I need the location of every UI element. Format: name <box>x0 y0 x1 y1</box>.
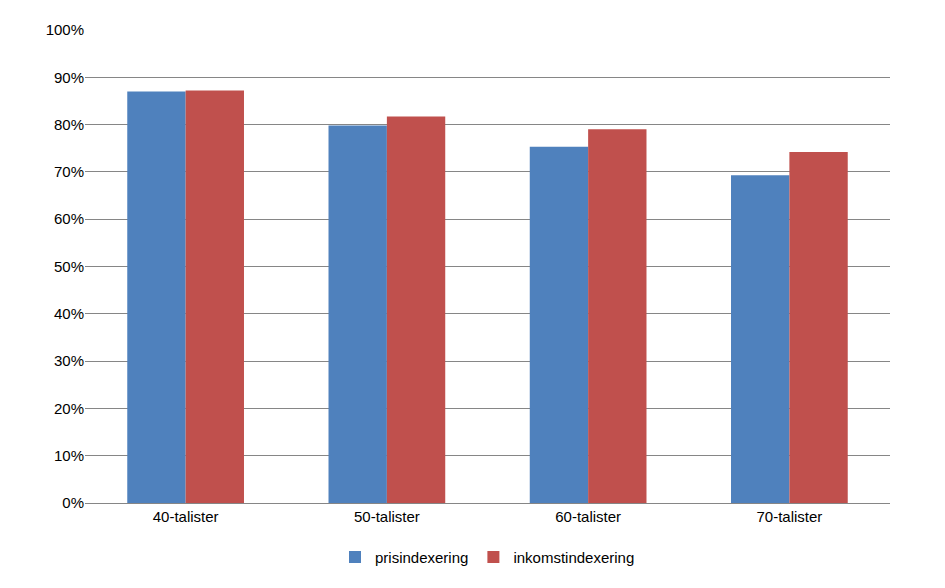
svg-text:40%: 40% <box>54 305 84 322</box>
svg-text:100%: 100% <box>46 21 84 38</box>
svg-text:60-talister: 60-talister <box>555 508 621 525</box>
svg-text:50%: 50% <box>54 258 84 275</box>
svg-text:prisindexering: prisindexering <box>375 549 468 566</box>
svg-text:40-talister: 40-talister <box>153 508 219 525</box>
svg-text:80%: 80% <box>54 116 84 133</box>
svg-text:70%: 70% <box>54 163 84 180</box>
svg-text:50-talister: 50-talister <box>354 508 420 525</box>
svg-text:90%: 90% <box>54 69 84 86</box>
svg-text:60%: 60% <box>54 210 84 227</box>
svg-text:10%: 10% <box>54 447 84 464</box>
svg-text:20%: 20% <box>54 400 84 417</box>
svg-text:inkomstindexering: inkomstindexering <box>513 549 634 566</box>
svg-text:0%: 0% <box>62 494 84 511</box>
svg-text:30%: 30% <box>54 352 84 369</box>
svg-text:70-talister: 70-talister <box>756 508 822 525</box>
